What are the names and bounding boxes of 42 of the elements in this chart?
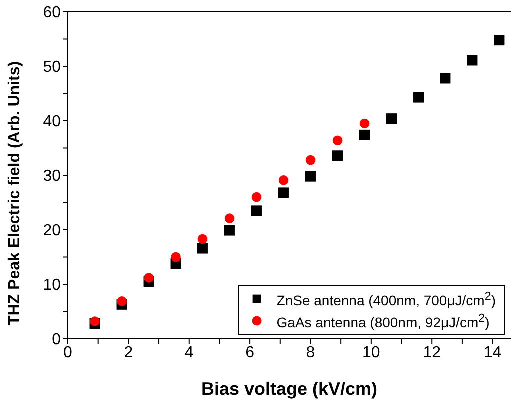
point [467, 55, 478, 66]
x-tick-label: 8 [306, 344, 316, 362]
legend-label: ZnSe antenna (400nm, 700μJ/cm$^{2}$) [276, 290, 496, 308]
y-axis-title: THZ Peak Electric field (Arb. Units) [6, 61, 24, 326]
y-tick-label: 10 [43, 277, 62, 294]
x-tick-label: 12 [423, 344, 442, 362]
y-tick-label: 60 [43, 4, 62, 22]
y-tick-label: 0 [52, 332, 62, 349]
point [332, 150, 343, 162]
x-tick-label: 10 [362, 344, 380, 362]
y-tick-label: 40 [43, 114, 62, 131]
point [197, 243, 208, 254]
point [306, 155, 316, 166]
point [252, 192, 262, 202]
point [305, 171, 316, 182]
point [224, 214, 235, 224]
y-tick-label: 20 [43, 222, 62, 240]
point [440, 73, 451, 84]
point [90, 316, 100, 326]
x-tick-label: 4 [184, 344, 194, 362]
point [360, 118, 370, 129]
point [386, 114, 397, 124]
point [144, 273, 154, 283]
point [414, 92, 424, 103]
point [171, 252, 181, 262]
point [332, 136, 343, 146]
x-tick-label: 0 [64, 344, 73, 362]
point [224, 225, 235, 236]
point [278, 176, 289, 186]
point [198, 234, 208, 244]
point [278, 188, 289, 198]
y-tick-label: 50 [43, 59, 62, 76]
x-axis-title: Bias voltage (kV/cm) [201, 379, 378, 399]
point [494, 35, 505, 46]
point [360, 130, 370, 140]
y-tick-label: 30 [43, 168, 62, 186]
legend-label: GaAs antenna (800nm, 92μJ/cm$^{2}$) [276, 312, 490, 330]
point [251, 206, 262, 216]
point [117, 296, 127, 306]
x-tick-label: 2 [124, 344, 134, 362]
x-tick-label: 6 [246, 344, 255, 362]
x-tick-label: 14 [484, 344, 502, 362]
